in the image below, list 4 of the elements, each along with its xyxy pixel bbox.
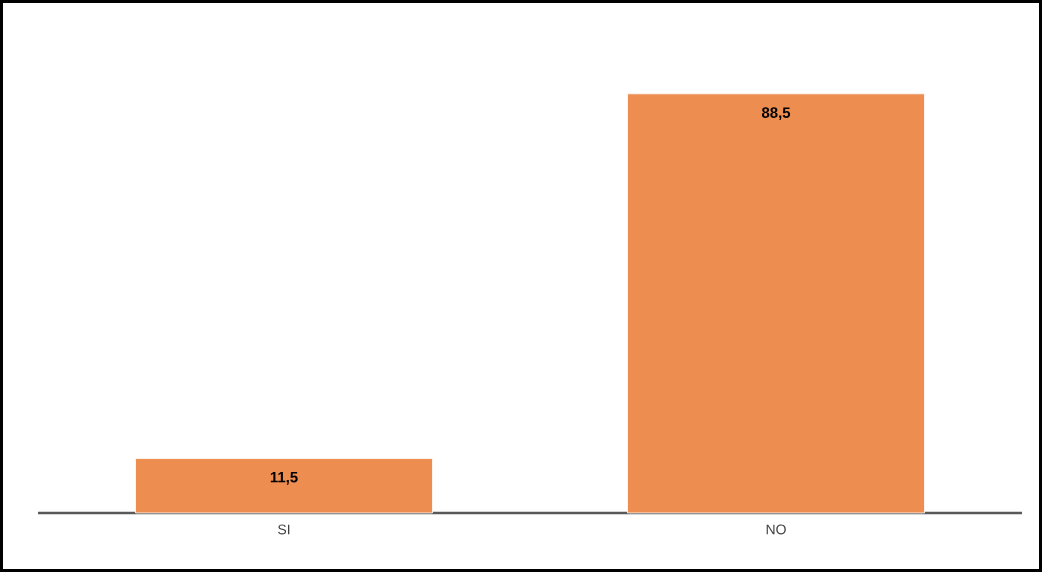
x-tick-label: NO bbox=[766, 524, 786, 535]
data-label: 11,5 bbox=[270, 472, 298, 485]
data-label: 88,5 bbox=[761, 107, 791, 121]
x-tick-label: SI bbox=[278, 524, 290, 535]
